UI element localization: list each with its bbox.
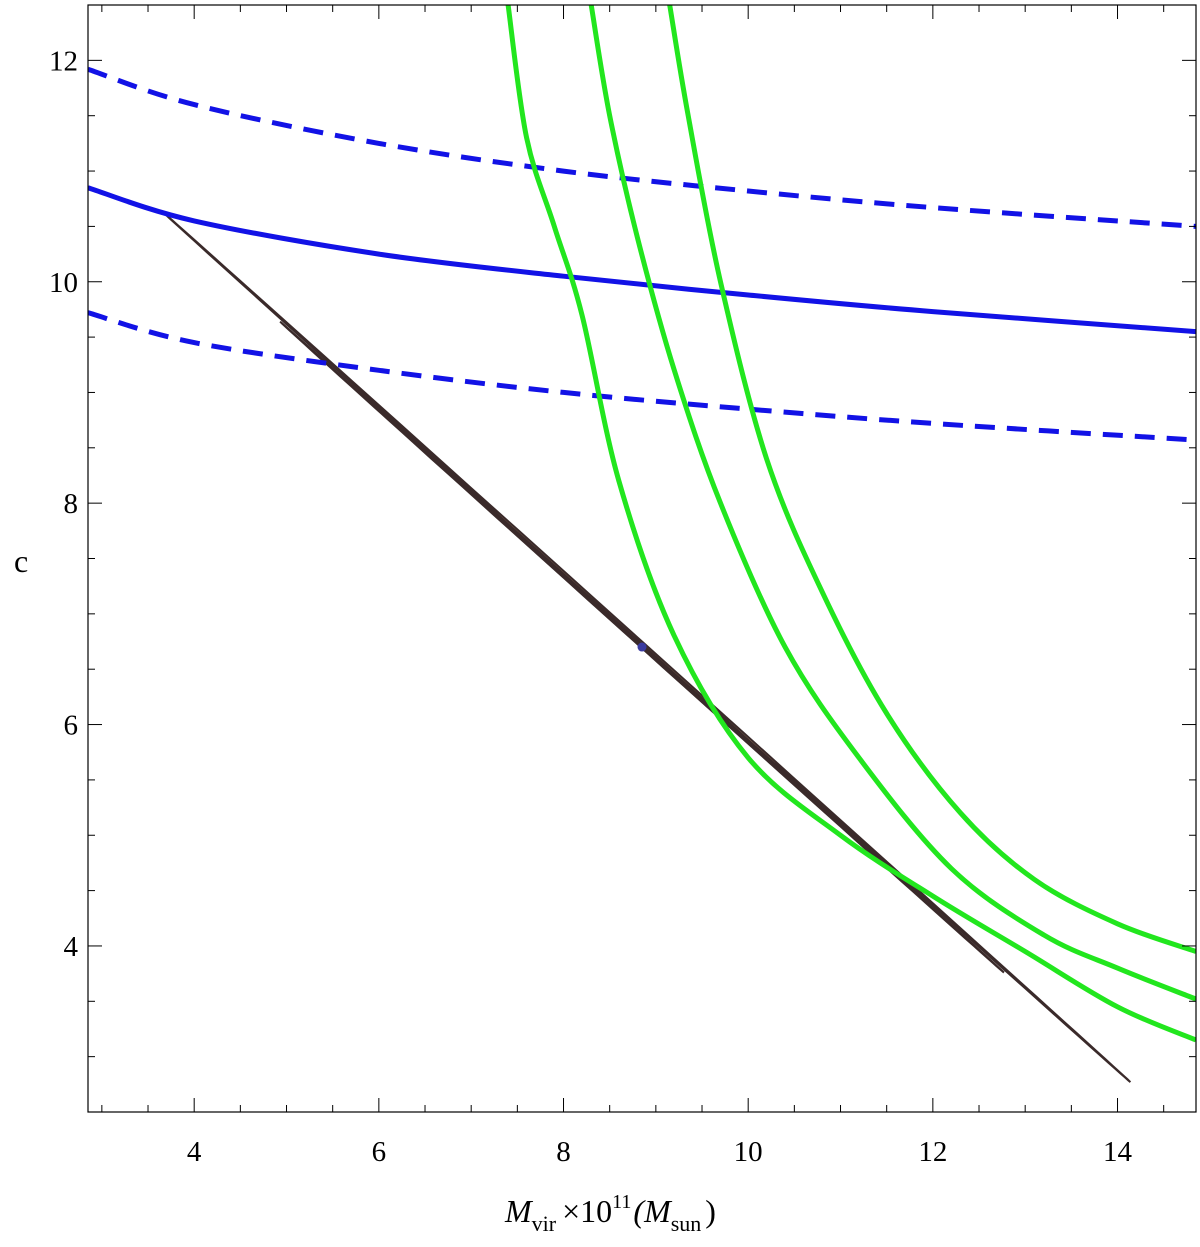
series-lines [88,5,1196,1043]
x-label-unit-open: (M [633,1193,673,1229]
series-green-right [667,5,1196,954]
x-tick-label: 14 [1103,1136,1133,1168]
best-fit-layer [637,642,647,652]
x-label-times: ×10 [562,1193,612,1229]
series-blue-mean [88,185,1196,335]
x-tick-label: 4 [187,1136,202,1168]
x-tick-label: 12 [918,1136,947,1168]
x-label-unit-close: ) [705,1193,716,1229]
y-axis-label: c [14,543,28,579]
x-label-sub: vir [532,1211,557,1236]
y-tick-label: 10 [49,267,78,299]
y-tick-label: 12 [49,45,78,77]
axis-ticks: 4 6 8 10 12 14 4 6 8 10 12 [49,4,1196,1168]
y-tick-label: 6 [64,710,79,742]
x-tick-label: 6 [372,1136,387,1168]
series-green-middle [588,5,1196,1002]
x-tick-label: 8 [556,1136,571,1168]
y-tick-label: 8 [64,488,79,520]
x-label-unit-sub: sun [671,1211,702,1236]
x-axis-label: Mvir ×1011(Msun) [504,1191,716,1236]
best-fit-point [637,642,647,652]
series-green-left [505,5,1196,1043]
y-tick-label: 4 [64,931,79,963]
series-blue-lower [88,310,1196,443]
x-tick-label: 10 [734,1136,763,1168]
x-label-m: M [504,1193,534,1229]
x-label-exp: 11 [612,1191,631,1213]
series-blue-upper [88,66,1196,229]
